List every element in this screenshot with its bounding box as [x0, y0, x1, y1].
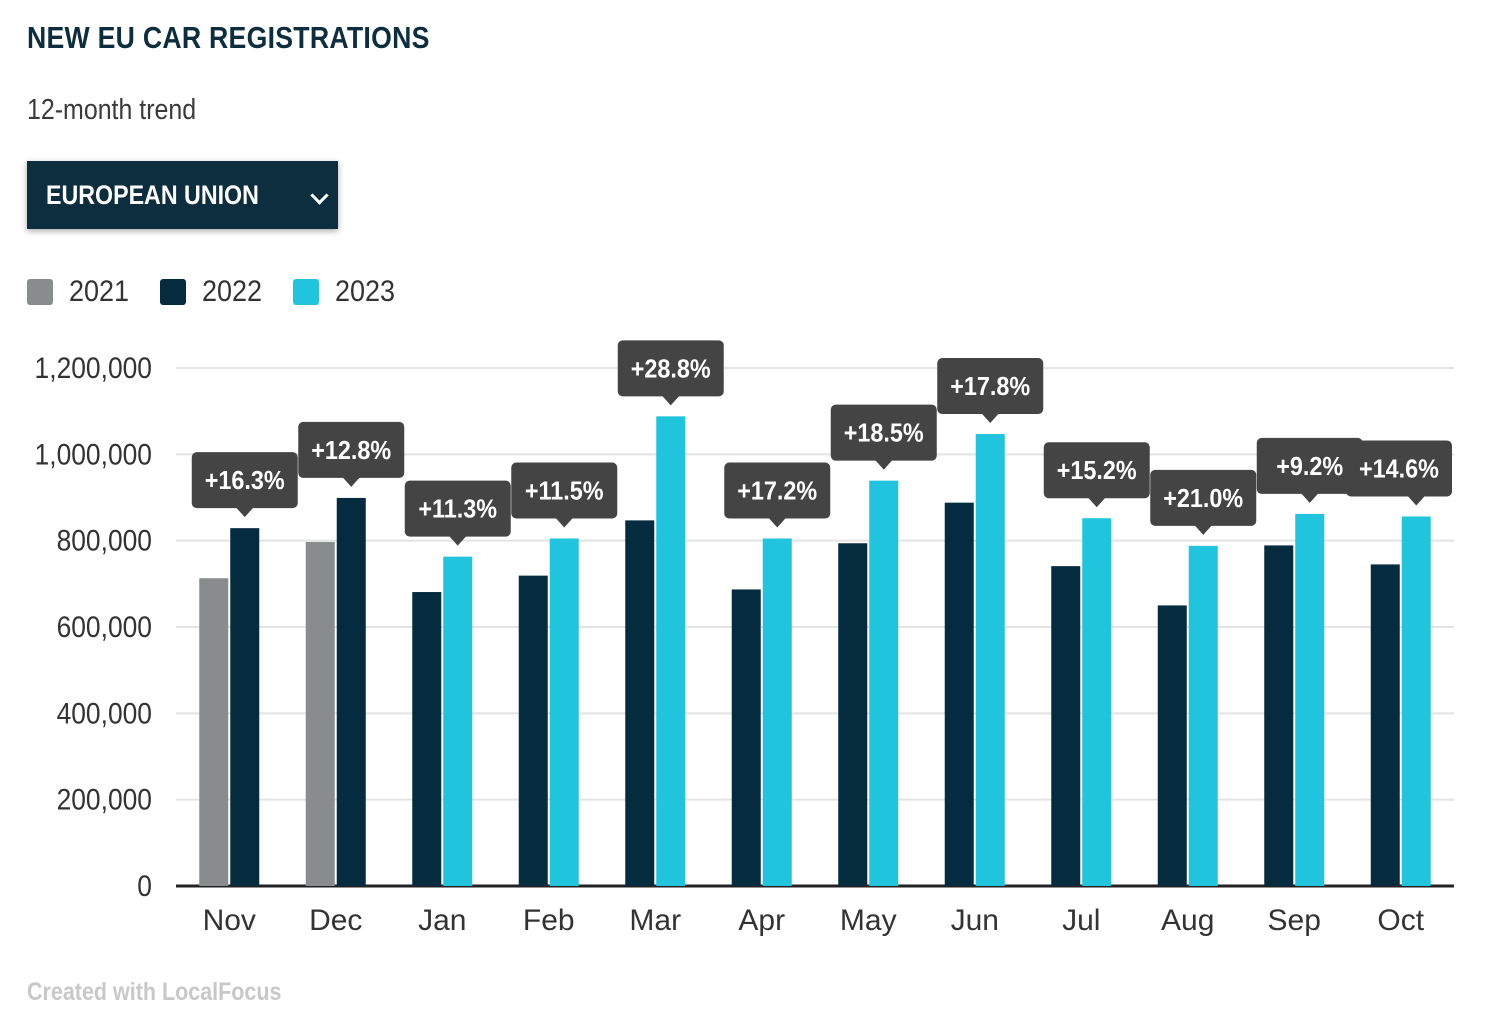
data-label-pointer [768, 517, 787, 528]
x-tick-label: Feb [523, 904, 575, 937]
x-tick-label: Jul [1062, 904, 1100, 937]
data-label-box [1256, 437, 1363, 494]
legend-swatch-2022 [159, 279, 186, 305]
y-tick-label: 800,000 [57, 523, 152, 557]
data-label: +17.2% [737, 477, 817, 505]
data-label: +14.6% [1359, 455, 1439, 483]
x-tick-label: Aug [1161, 904, 1214, 937]
page-title: NEW EU CAR REGISTRATIONS [27, 20, 430, 55]
data-label-pointer [235, 507, 254, 518]
bar-2022 [1370, 564, 1400, 886]
data-label-pointer [874, 459, 893, 470]
bar-2022 [731, 589, 761, 886]
data-label-box [617, 340, 724, 397]
bar-chart: 0 200,000 400,000 600,000 800,000 1,000,000 1,… [35, 340, 1454, 937]
bar-2023 [1082, 518, 1112, 886]
bar-2023 [549, 538, 579, 886]
data-label-box [830, 404, 937, 461]
data-label-box [937, 358, 1044, 415]
data-label-pointer [1194, 524, 1213, 535]
data-label-pointer [1087, 497, 1106, 508]
x-tick-label: Apr [738, 904, 785, 937]
bar-2021 [305, 541, 335, 886]
bar-2023 [869, 480, 899, 886]
legend-swatch-2023 [292, 279, 319, 305]
data-label: +16.3% [205, 467, 285, 495]
data-label-pointer [1300, 492, 1319, 503]
data-label-box [404, 480, 511, 537]
bar-2023 [656, 416, 686, 886]
data-label-pointer [981, 413, 1000, 424]
data-label: +11.3% [418, 496, 497, 524]
x-tick-label: Oct [1377, 904, 1424, 937]
bar-2022 [518, 575, 548, 886]
bar-2022 [625, 520, 655, 886]
data-label-box [1346, 440, 1452, 497]
data-label: +21.0% [1163, 485, 1243, 513]
chart-legend: 2021 2022 2023 [27, 275, 425, 309]
data-label: +12.8% [311, 437, 391, 465]
footer-credit: Created with LocalFocus [27, 978, 282, 1006]
x-tick-label: Jun [951, 904, 999, 937]
data-label-pointer [1407, 495, 1426, 506]
y-tick-label: 0 [137, 868, 152, 902]
bar-2022 [412, 592, 442, 886]
bar-2023 [443, 556, 473, 886]
y-tick-label: 600,000 [57, 609, 152, 643]
data-label: +11.5% [525, 477, 604, 505]
x-tick-label: Nov [203, 904, 256, 937]
bar-2023 [975, 434, 1005, 886]
region-dropdown[interactable]: EUROPEAN UNION [27, 161, 338, 229]
x-tick-label: Jan [418, 904, 466, 937]
data-label: +17.8% [950, 373, 1030, 401]
legend-swatch-2021 [27, 279, 53, 305]
legend-item-2022[interactable]: 2022 [159, 275, 269, 309]
legend-label-2022: 2022 [201, 275, 262, 308]
data-label-box [511, 462, 618, 519]
bar-2022 [838, 543, 868, 886]
y-tick-label: 400,000 [57, 696, 152, 730]
bar-2022 [1051, 566, 1081, 886]
data-label-box [1150, 469, 1257, 526]
data-label: +18.5% [844, 420, 924, 448]
bar-2022 [1264, 545, 1294, 886]
bar-2022 [336, 497, 366, 886]
y-tick-label: 200,000 [57, 782, 152, 816]
data-label-box [724, 462, 831, 519]
data-label: +15.2% [1057, 457, 1137, 485]
data-label-box [1043, 442, 1150, 499]
y-tick-label: 1,200,000 [35, 350, 152, 384]
y-tick-label: 1,000,000 [35, 437, 152, 471]
x-tick-label: Mar [629, 904, 681, 937]
bar-2022 [944, 502, 974, 886]
bar-2022 [230, 528, 260, 886]
bar-2021 [199, 578, 229, 886]
legend-label-2023: 2023 [334, 275, 395, 308]
bar-2022 [1157, 605, 1187, 886]
legend-label-2021: 2021 [69, 275, 130, 308]
legend-item-2023[interactable]: 2023 [292, 275, 402, 309]
bar-2023 [1401, 516, 1431, 886]
x-tick-label: May [840, 904, 897, 937]
region-dropdown-label: EUROPEAN UNION [46, 179, 259, 210]
data-label-box [298, 421, 405, 478]
bar-2023 [1295, 513, 1325, 886]
data-label-pointer [661, 395, 680, 406]
data-label-box [191, 452, 298, 509]
bar-2023 [762, 538, 792, 886]
legend-item-2021[interactable]: 2021 [27, 275, 136, 309]
page-subtitle: 12-month trend [27, 94, 197, 126]
data-label: +9.2% [1276, 453, 1343, 481]
x-tick-label: Sep [1268, 904, 1321, 937]
x-tick-label: Dec [309, 904, 362, 937]
data-label-pointer [448, 535, 467, 546]
bar-2023 [1188, 545, 1218, 886]
data-label-pointer [342, 476, 361, 487]
data-label: +28.8% [631, 355, 711, 383]
data-label-pointer [555, 517, 574, 528]
